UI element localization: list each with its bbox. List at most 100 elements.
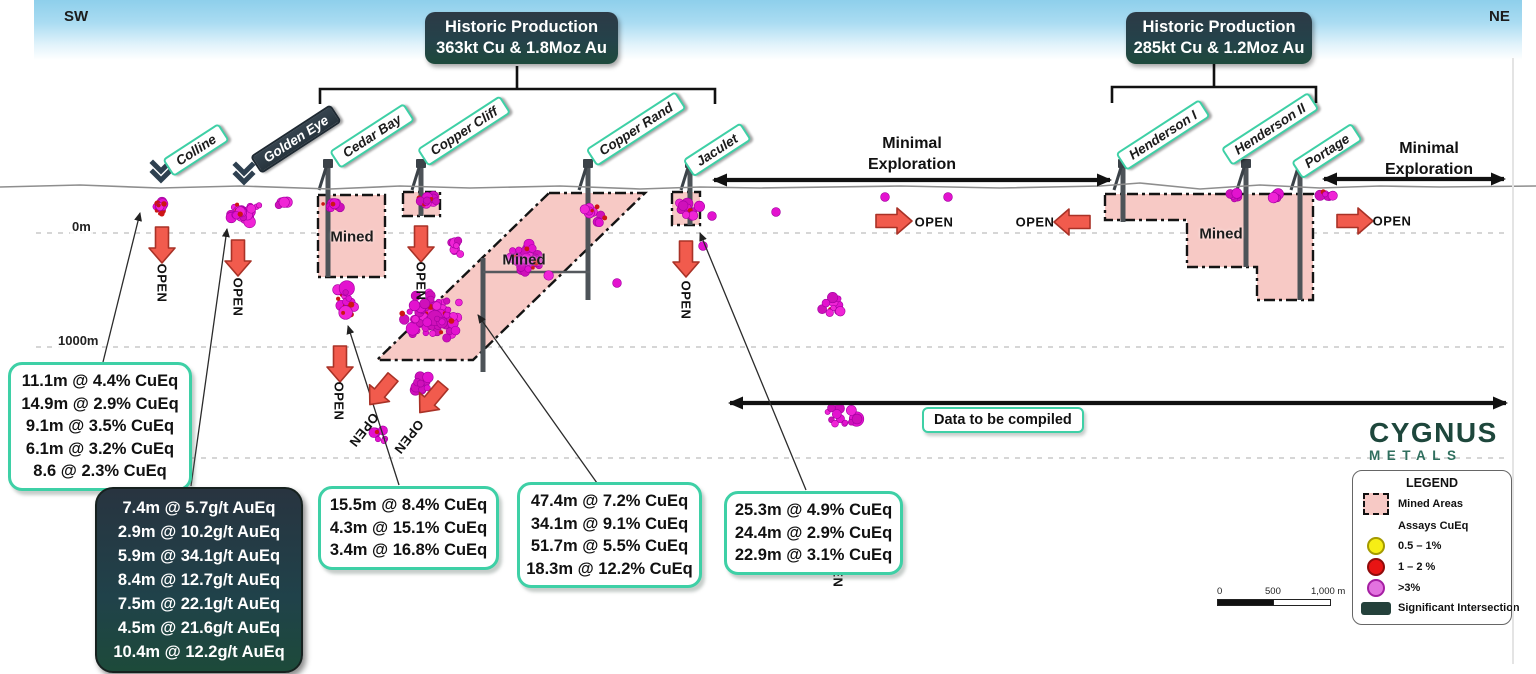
mined-areas-layer — [316, 190, 1315, 362]
legend-label: Assays CuEq — [1398, 520, 1469, 532]
headframe-icon — [583, 159, 593, 168]
legend-label: >3% — [1398, 582, 1421, 594]
open-label: OPEN — [1372, 213, 1412, 229]
significant-intersection-swatch — [1361, 601, 1391, 615]
legend-row-assays-cueq: Assays CuEq — [1361, 518, 1503, 534]
open-label: OPEN — [331, 381, 347, 421]
intercept-line: 34.1m @ 9.1% CuEq — [530, 514, 689, 533]
mined-area-swatch — [1363, 493, 1389, 515]
intercept-line: 25.3m @ 4.9% CuEq — [734, 501, 893, 519]
legend-swatch — [1361, 558, 1391, 576]
scale-bar-segments — [1217, 599, 1331, 606]
mined-area — [1103, 192, 1315, 302]
intercept-line: 51.7m @ 5.5% CuEq — [530, 537, 689, 555]
intercept-line: 7.5m @ 22.1g/t AuEq — [117, 595, 281, 613]
intercept-line: 4.3m @ 15.1% CuEq — [329, 518, 488, 537]
depth-label-0m: 0m — [70, 219, 93, 234]
intercept-line: 4.5m @ 21.6g/t AuEq — [117, 619, 281, 637]
depth-gridlines — [36, 232, 1510, 459]
legend-label: Significant Intersection — [1398, 602, 1520, 614]
section-direction-ne: NE — [1489, 8, 1510, 25]
cygnus-metals-logo: CYGNUS METALS — [1369, 417, 1498, 464]
intercept-callout-4: 25.3m @ 4.9% CuEq 24.4m @ 2.9% CuEq 22.9m … — [724, 491, 903, 575]
intercept-line: 24.4m @ 2.9% CuEq — [734, 523, 893, 542]
mined-area-label: Mined — [502, 251, 546, 269]
callout-leader-line — [102, 212, 142, 363]
open-label: OPEN — [154, 263, 170, 303]
mined-area — [316, 193, 387, 279]
scale-tick-500: 500 — [1265, 586, 1281, 597]
open-label: OPEN — [413, 261, 429, 301]
legend-label: 0.5 – 1% — [1398, 540, 1442, 552]
intercept-line: 8.4m @ 12.7g/t AuEq — [117, 571, 281, 589]
minimal-exploration-label-east: Minimal Exploration — [1384, 140, 1474, 178]
legend-panel: LEGEND Mined Areas Assays CuEq 0.5 – 1% 1 –… — [1352, 470, 1520, 625]
extent-arrows — [712, 172, 1508, 410]
callout-leader-line — [699, 232, 807, 491]
open-arrow — [224, 239, 252, 277]
legend-row--3-: >3% — [1361, 579, 1503, 597]
open-arrow — [148, 226, 176, 264]
historic-production-value: 285kt Cu & 1.2Moz Au — [1133, 39, 1305, 57]
legend-row-mined-areas: Mined Areas — [1361, 493, 1503, 515]
legend-swatch — [1361, 493, 1391, 515]
intercept-line: 8.6 @ 2.3% CuEq — [33, 462, 167, 480]
callout-leader-line — [190, 228, 230, 487]
intercept-line: 6.1m @ 3.2% CuEq — [25, 439, 175, 458]
logo-subtitle: METALS — [1369, 448, 1463, 463]
mined-area-label: Mined — [330, 228, 374, 246]
historic-production-title: Historic Production — [1142, 18, 1296, 36]
intercept-callout-0: 11.1m @ 4.4% CuEq 14.9m @ 2.9% CuEq 9.1m @… — [8, 362, 192, 491]
open-label: OPEN — [914, 214, 954, 230]
logo-wordmark: CYGNUS — [1369, 417, 1498, 448]
open-label: OPEN — [1015, 214, 1055, 230]
scale-tick-1000: 1,000 m — [1311, 586, 1346, 597]
legend-row-0-5-1-: 0.5 – 1% — [1361, 537, 1503, 555]
open-arrow — [368, 372, 399, 406]
assay-dot-red-icon — [1367, 558, 1385, 576]
intercept-line: 5.9m @ 34.1g/t AuEq — [117, 547, 281, 565]
legend-row-significant-intersection: Significant Intersection — [1361, 600, 1520, 616]
intercept-line: 10.4m @ 12.2g/t AuEq — [113, 643, 285, 661]
chevron-down-icon — [232, 161, 256, 186]
production-brackets — [318, 64, 1318, 104]
intercept-line: 14.9m @ 2.9% CuEq — [21, 394, 179, 413]
intercept-callout-2: 15.5m @ 8.4% CuEq 4.3m @ 15.1% CuEq 3.4m @… — [318, 486, 499, 570]
headframe-icon — [1241, 159, 1251, 168]
intercept-line: 11.1m @ 4.4% CuEq — [21, 372, 179, 390]
scale-tick-0: 0 — [1217, 586, 1223, 597]
open-label: OPEN — [678, 280, 694, 320]
legend-swatch — [1361, 579, 1391, 597]
callout-leader-lines — [102, 212, 807, 491]
intercept-line: 15.5m @ 8.4% CuEq — [329, 496, 488, 514]
data-to-be-compiled-box: Data to be compiled — [922, 407, 1084, 433]
historic-production-box-west: Historic Production 363kt Cu & 1.8Moz Au — [425, 12, 618, 64]
intercept-line: 18.3m @ 12.2% CuEq — [526, 559, 693, 578]
legend-title: LEGEND — [1405, 476, 1459, 490]
assay-dot-yellow-icon — [1367, 537, 1385, 555]
historic-production-box-east: Historic Production 285kt Cu & 1.2Moz Au — [1126, 12, 1312, 64]
legend-label: Mined Areas — [1398, 498, 1464, 510]
intercept-line: 22.9m @ 3.1% CuEq — [734, 546, 893, 564]
intercept-line: 3.4m @ 16.8% CuEq — [329, 541, 488, 559]
intercept-line: 7.4m @ 5.7g/t AuEq — [122, 499, 276, 517]
mined-area-label: Mined — [1199, 225, 1243, 243]
historic-production-title: Historic Production — [444, 18, 599, 36]
callout-leader-line — [477, 314, 598, 484]
open-arrow — [418, 380, 449, 414]
slide-right-edge — [1512, 58, 1514, 664]
historic-production-value: 363kt Cu & 1.8Moz Au — [436, 39, 607, 57]
assay-dots-layer — [152, 187, 1338, 445]
intercept-callout-1: 7.4m @ 5.7g/t AuEq 2.9m @ 10.2g/t AuEq 5.9… — [95, 487, 303, 673]
section-direction-sw: SW — [64, 8, 89, 25]
assay-dot-violet-icon — [1367, 579, 1385, 597]
open-arrow — [875, 207, 913, 235]
headframe-icon — [323, 159, 333, 168]
open-arrow — [407, 225, 435, 263]
callout-leader-line — [346, 325, 400, 486]
open-arrow — [1053, 208, 1091, 236]
depth-label-1000m: 1000m — [56, 333, 101, 348]
minimal-exploration-label-central: Minimal Exploration — [867, 135, 957, 173]
intercept-line: 9.1m @ 3.5% CuEq — [25, 417, 175, 435]
